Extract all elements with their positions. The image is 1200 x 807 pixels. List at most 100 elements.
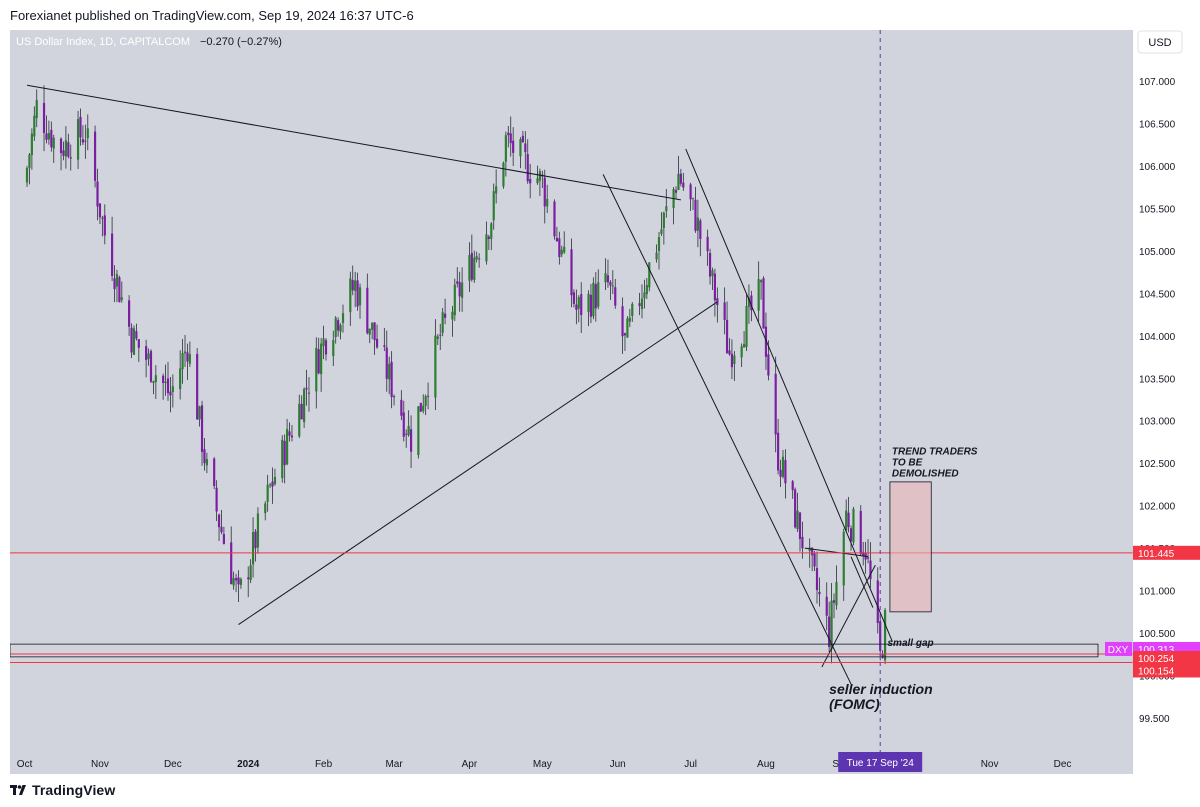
y-tick-label: 104.000: [1139, 332, 1176, 343]
candle-body: [424, 396, 427, 406]
candle-body: [86, 128, 89, 139]
candle-body: [742, 344, 746, 348]
candle-body: [849, 528, 853, 542]
candle-body: [570, 249, 573, 296]
candle-body: [354, 280, 357, 291]
chart-area[interactable]: OctNovDec2024FebMarAprMayJunJulAugSepNov…: [9, 30, 1134, 774]
tradingview-logo[interactable]: TradingView: [10, 782, 115, 798]
candle-body: [286, 429, 289, 465]
chart-svg[interactable]: OctNovDec2024FebMarAprMayJunJulAugSepNov…: [9, 30, 1134, 774]
candle-body: [458, 282, 461, 297]
candle-body: [674, 190, 678, 193]
tradingview-logo-icon: [10, 785, 26, 795]
candle-body: [81, 139, 85, 143]
candle-body: [169, 391, 172, 396]
target-zone-box[interactable]: [889, 481, 932, 613]
candle-body: [230, 542, 233, 584]
candle-body: [781, 456, 785, 477]
candle-body: [750, 295, 753, 311]
y-tick-label: 103.500: [1139, 374, 1176, 385]
candle-body: [747, 297, 751, 307]
publish-header: Forexianet published on TradingView.com,…: [0, 0, 1200, 30]
candle-body: [794, 489, 797, 528]
candle-body: [456, 281, 459, 284]
candle-body: [273, 477, 277, 485]
candle-body: [485, 234, 488, 262]
candle-body: [640, 298, 644, 310]
candle-body: [337, 320, 340, 331]
candle-body: [621, 306, 624, 337]
ticker-tag-label: DXY: [1108, 645, 1129, 656]
candle-body: [470, 253, 473, 280]
candle-body: [368, 328, 371, 335]
currency-button[interactable]: [1137, 30, 1183, 54]
candle-body: [869, 560, 872, 580]
candle-body: [555, 237, 559, 242]
candle-body: [473, 257, 476, 281]
candle-body: [254, 531, 257, 549]
candle-body: [495, 186, 498, 194]
candle-body: [247, 577, 250, 580]
candle-body: [402, 412, 405, 437]
candle-body: [604, 273, 607, 283]
candle-body: [611, 285, 614, 287]
candle-body: [305, 387, 308, 390]
candle-body: [436, 336, 439, 339]
candle-body: [451, 311, 454, 320]
trendline-ascending-support[interactable]: [238, 301, 718, 626]
candle-body: [879, 621, 882, 651]
candle-body: [881, 653, 884, 658]
candle-body: [696, 217, 699, 231]
candle-body: [290, 435, 294, 438]
candle-body: [147, 353, 150, 359]
wedge-inner-line[interactable]: [850, 556, 874, 608]
candle-body: [317, 349, 320, 374]
candle-body: [767, 354, 770, 376]
support-zone-box[interactable]: [9, 643, 1099, 658]
candle-body: [487, 236, 490, 239]
y-tick-label: 99.500: [1139, 714, 1170, 725]
candle-body: [271, 481, 274, 487]
candle-body: [677, 173, 680, 190]
y-tick-label: 105.500: [1139, 204, 1176, 215]
x-tick-label: 2024: [237, 759, 260, 770]
price-axis[interactable]: 107.000 106.500 106.000 105.500 105.000 104.5…: [1133, 30, 1200, 774]
candle-body: [862, 551, 865, 556]
channel-lower-line[interactable]: [602, 174, 852, 685]
candle-body: [351, 280, 354, 291]
candle-body: [298, 403, 301, 437]
x-tick-label: Nov: [981, 759, 999, 770]
candle-body: [560, 249, 563, 255]
wedge-bottom-line[interactable]: [821, 564, 876, 668]
candle-body: [96, 181, 99, 207]
candle-body: [268, 484, 272, 486]
candle-body: [113, 278, 116, 290]
currency-label: USD: [1148, 37, 1171, 49]
candle-body: [183, 351, 187, 354]
candle-body: [546, 199, 549, 207]
candle-body: [50, 129, 53, 148]
candle-body: [733, 355, 736, 364]
candle-body: [332, 339, 335, 357]
brand-name: TradingView: [32, 782, 116, 798]
channel-upper-line[interactable]: [685, 148, 893, 642]
candle-body: [33, 115, 36, 137]
candle-body: [237, 577, 240, 585]
candle-body: [699, 220, 702, 239]
candle-body: [232, 578, 235, 586]
candle-body: [645, 284, 648, 295]
price-tag-101445-label: 101.445: [1138, 549, 1175, 560]
candle-body: [434, 335, 437, 398]
candle-body: [45, 133, 48, 140]
trendline-descending-resistance[interactable]: [26, 84, 681, 201]
candle-body: [239, 579, 243, 585]
candle-body: [62, 150, 65, 156]
candle-body: [876, 580, 879, 624]
candle-body: [283, 440, 286, 466]
candle-body: [426, 395, 430, 397]
candle-body: [196, 353, 199, 420]
candle-body: [614, 287, 617, 306]
candle-body: [152, 381, 155, 384]
candle-body: [818, 591, 821, 595]
candle-body: [859, 510, 862, 555]
